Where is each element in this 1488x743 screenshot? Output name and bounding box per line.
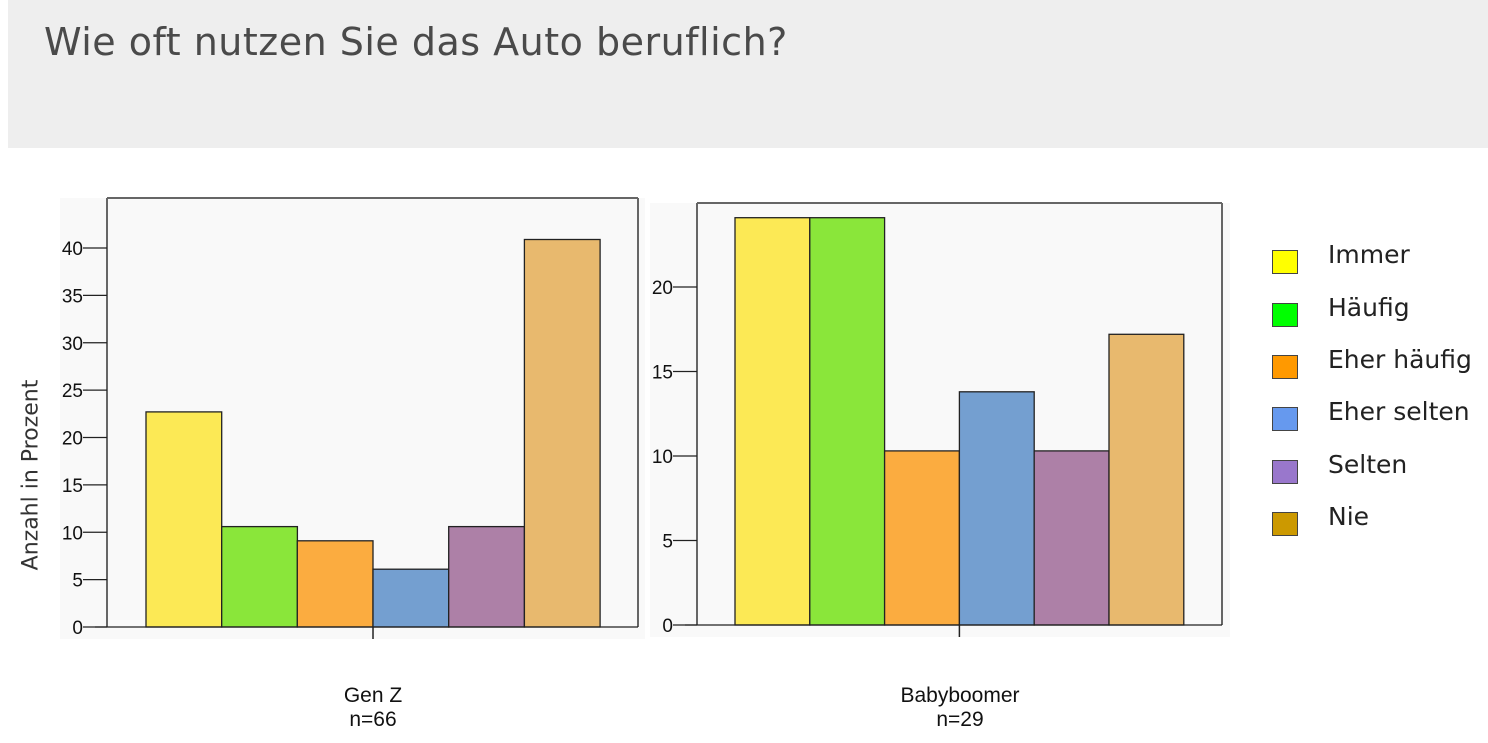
legend-label: Eher häufig <box>1328 345 1472 374</box>
group-count: n=29 <box>936 708 984 731</box>
bar-nie <box>1108 333 1185 626</box>
bar-immer <box>145 411 223 628</box>
y-tick-label: 20 <box>62 429 83 450</box>
y-tick-label: 15 <box>652 363 673 384</box>
legend-swatch <box>1272 355 1298 379</box>
bar-eher-haeufig <box>883 450 961 626</box>
y-tick-label: 20 <box>652 278 673 299</box>
legend-swatch <box>1272 303 1298 327</box>
y-tick-label: 5 <box>662 532 673 553</box>
legend-label: Selten <box>1328 450 1408 479</box>
group-count: n=66 <box>349 708 397 731</box>
y-tick-label: 15 <box>62 476 83 497</box>
bar-eher-selten <box>958 391 1035 626</box>
legend-label: Häufig <box>1328 293 1410 322</box>
y-tick-label: 30 <box>62 334 83 355</box>
bar-selten <box>1033 450 1110 626</box>
category-label-babyboomer: Babyboomer n=29 <box>840 684 1080 732</box>
y-tick-label: 35 <box>62 286 83 307</box>
y-tick-label: 5 <box>72 571 83 592</box>
legend-item-haeufig: Häufig <box>1272 289 1488 327</box>
legend-item-immer: Immer <box>1272 236 1488 274</box>
bar-haeufig <box>809 217 886 626</box>
category-label-gen-z: Gen Z n=66 <box>253 684 493 732</box>
y-tick-label: 0 <box>72 618 83 639</box>
question-header: Wie oft nutzen Sie das Auto beruflich? <box>8 0 1488 148</box>
bar-haeufig <box>221 525 299 628</box>
legend-item-eher-haeufig: Eher häufig <box>1272 341 1488 379</box>
bar-immer <box>734 217 811 626</box>
legend-label: Eher selten <box>1328 397 1470 426</box>
group-name: Babyboomer <box>900 684 1020 707</box>
legend-item-selten: Selten <box>1272 446 1488 484</box>
legend-swatch <box>1272 460 1298 484</box>
legend-item-eher-selten: Eher selten <box>1272 393 1488 431</box>
group-name: Gen Z <box>343 684 403 707</box>
legend-label: Nie <box>1328 502 1370 531</box>
legend-swatch <box>1272 512 1298 536</box>
y-tick-label: 10 <box>62 523 83 544</box>
y-tick-label: 40 <box>62 239 83 260</box>
legend-swatch <box>1272 250 1298 274</box>
y-tick-label: 0 <box>662 616 673 637</box>
bar-eher-haeufig <box>296 540 374 628</box>
bar-eher-selten <box>372 568 450 628</box>
legend-label: Immer <box>1328 240 1410 269</box>
bar-selten <box>448 525 526 628</box>
y-tick-label: 25 <box>62 381 83 402</box>
bar-nie <box>523 238 601 628</box>
legend-item-nie: Nie <box>1272 498 1488 536</box>
question-title: Wie oft nutzen Sie das Auto beruflich? <box>44 20 788 64</box>
legend-swatch <box>1272 407 1298 431</box>
y-tick-label: 10 <box>652 447 673 468</box>
